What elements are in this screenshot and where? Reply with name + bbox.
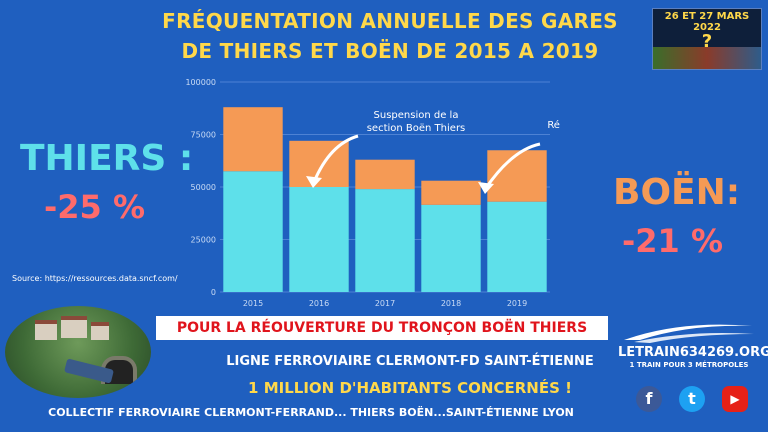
population-claim: 1 MILLION D'HABITANTS CONCERNÉS ! <box>248 379 572 397</box>
x-tick-label: 2016 <box>309 299 329 308</box>
y-tick-label: 75000 <box>191 131 216 140</box>
annotation-text: Réouverture de la <box>547 119 560 131</box>
reopening-banner: POUR LA RÉOUVERTURE DU TRONÇON BOËN THIE… <box>156 316 608 340</box>
event-badge[interactable]: 26 ET 27 MARS 2022 ? <box>652 8 762 70</box>
bar-2015-series-2 <box>223 107 283 172</box>
thiers-change: -25 % <box>44 188 146 226</box>
x-tick-label: 2018 <box>441 299 461 308</box>
source-note: Source: https://ressources.data.sncf.com… <box>12 274 178 283</box>
bar-2019-series-1 <box>487 201 547 292</box>
event-poster-image <box>653 47 761 69</box>
logo-name[interactable]: LETRAIN634269.ORG <box>618 345 768 360</box>
boen-label: BOËN: <box>613 172 741 213</box>
annotation-arrow <box>312 134 359 183</box>
y-tick-label: 50000 <box>191 183 216 192</box>
boen-change: -21 % <box>622 222 724 260</box>
bar-2018-series-1 <box>421 204 481 292</box>
train-logo-icon[interactable] <box>620 318 756 344</box>
title-line-1: FRÉQUENTATION ANNUELLE DES GARES <box>162 9 618 33</box>
y-tick-label: 0 <box>211 288 216 297</box>
collective-name: COLLECTIF FERROVIAIRE CLERMONT-FERRAND..… <box>48 406 574 419</box>
bar-2018-series-2 <box>421 180 481 205</box>
annotation-arrow <box>484 142 541 189</box>
logo-tagline: 1 TRAIN POUR 3 MÉTROPOLES <box>629 361 749 369</box>
house-shape <box>91 322 109 340</box>
question-mark: ? <box>701 31 713 52</box>
stacked-bar-chart: 0 25000 50000 75000 100000 2015 2016 2017 2018 2… <box>185 78 560 308</box>
annotation-arrow-head <box>478 182 494 194</box>
bar-2017-series-1 <box>355 189 415 292</box>
annotation-text: section Boën Thiers <box>367 123 466 134</box>
line-name: LIGNE FERROVIAIRE CLERMONT-FD SAINT-ÉTIE… <box>226 354 594 369</box>
y-tick-label: 100000 <box>185 78 216 87</box>
bar-2019-series-2 <box>487 150 547 202</box>
thiers-label: THIERS : <box>20 138 194 179</box>
annotation-arrow-head <box>306 176 322 188</box>
train-landscape-photo <box>5 306 151 398</box>
annotation-text: Suspension de la <box>374 110 459 121</box>
title-line-2: DE THIERS ET BOËN DE 2015 A 2019 <box>181 39 599 63</box>
x-tick-label: 2017 <box>375 299 395 308</box>
house-shape <box>35 320 57 340</box>
x-tick-label: 2019 <box>507 299 527 308</box>
youtube-icon[interactable]: ▶ <box>722 386 748 412</box>
event-date: 26 ET 27 MARS 2022 <box>664 11 750 33</box>
facebook-icon[interactable]: f <box>636 386 662 412</box>
x-tick-label: 2015 <box>243 299 263 308</box>
bar-2016-series-1 <box>289 187 349 292</box>
bar-2015-series-1 <box>223 171 283 292</box>
twitter-icon[interactable]: t <box>679 386 705 412</box>
house-shape <box>61 316 87 338</box>
bar-2017-series-2 <box>355 159 415 190</box>
y-tick-label: 25000 <box>191 236 216 245</box>
